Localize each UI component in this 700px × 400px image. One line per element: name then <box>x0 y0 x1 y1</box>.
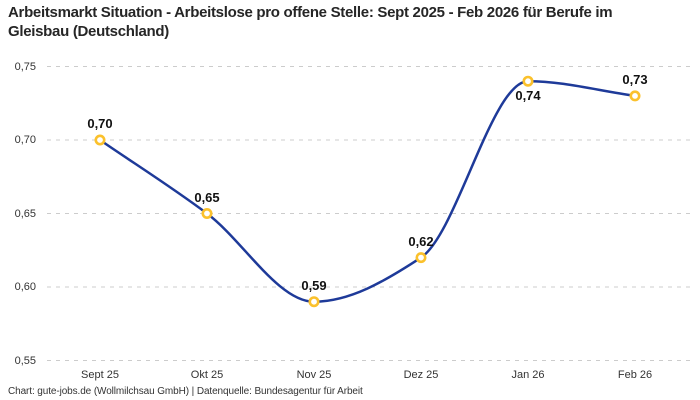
chart-title: Arbeitsmarkt Situation - Arbeitslose pro… <box>8 4 613 40</box>
chart-credit: Chart: gute-jobs.de (Wollmilchsau GmbH) … <box>8 386 363 397</box>
data-point-marker <box>629 90 641 102</box>
data-point-marker <box>94 134 106 146</box>
data-point-marker <box>522 75 534 87</box>
series-line <box>98 79 637 303</box>
data-point-marker <box>415 252 427 264</box>
data-point-marker <box>308 296 320 308</box>
data-point-marker <box>201 208 213 220</box>
